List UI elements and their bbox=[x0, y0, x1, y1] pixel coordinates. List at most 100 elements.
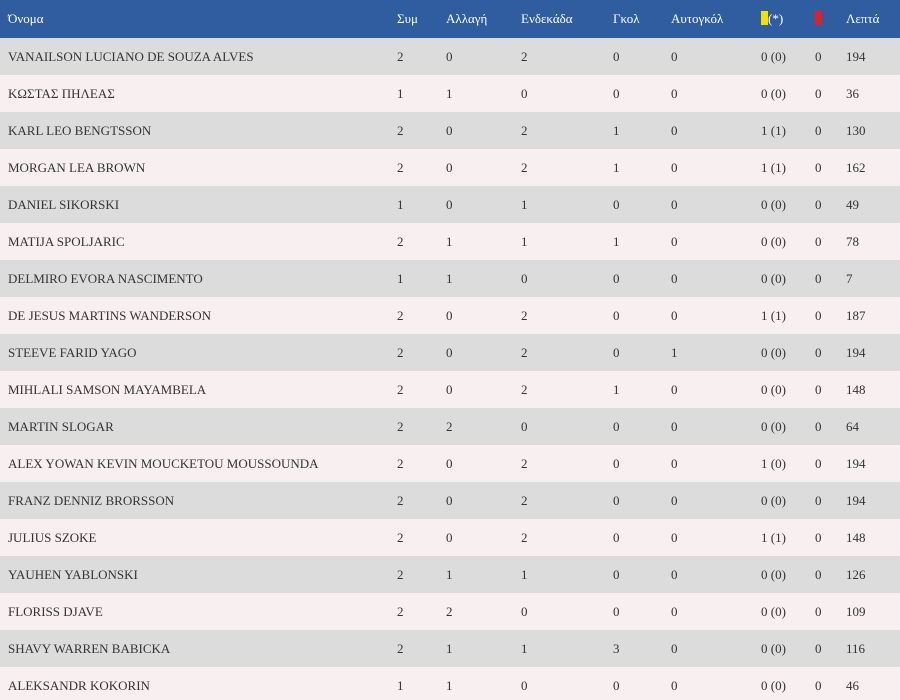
red-cards-cell: 0 bbox=[815, 667, 846, 700]
minutes-cell: 46 bbox=[846, 667, 900, 700]
minutes-cell: 64 bbox=[846, 408, 900, 445]
player-name-cell[interactable]: MIHLALI SAMSON MAYAMBELA bbox=[0, 371, 397, 408]
starting-cell: 1 bbox=[521, 223, 613, 260]
own-goals-cell: 0 bbox=[671, 75, 761, 112]
header-starting[interactable]: Ενδεκάδα bbox=[521, 0, 613, 38]
appearances-cell: 2 bbox=[397, 593, 446, 630]
minutes-cell: 148 bbox=[846, 371, 900, 408]
player-name-cell[interactable]: MATIJA SPOLJARIC bbox=[0, 223, 397, 260]
red-cards-cell: 0 bbox=[815, 38, 846, 75]
red-cards-cell: 0 bbox=[815, 334, 846, 371]
player-name-cell[interactable]: MORGAN LEA BROWN bbox=[0, 149, 397, 186]
yellow-cards-cell: 0 (0) bbox=[761, 260, 815, 297]
player-name-cell[interactable]: VANAILSON LUCIANO DE SOUZA ALVES bbox=[0, 38, 397, 75]
own-goals-cell: 0 bbox=[671, 630, 761, 667]
player-name-cell[interactable]: FRANZ DENNIZ BRORSSON bbox=[0, 482, 397, 519]
header-minutes[interactable]: Λεπτά bbox=[846, 0, 900, 38]
minutes-cell: 162 bbox=[846, 149, 900, 186]
player-name-cell[interactable]: STEEVE FARID YAGO bbox=[0, 334, 397, 371]
yellow-cards-cell: 0 (0) bbox=[761, 482, 815, 519]
own-goals-cell: 0 bbox=[671, 223, 761, 260]
red-cards-cell: 0 bbox=[815, 556, 846, 593]
substitutions-cell: 0 bbox=[446, 149, 521, 186]
minutes-cell: 148 bbox=[846, 519, 900, 556]
substitutions-cell: 1 bbox=[446, 260, 521, 297]
player-name-cell[interactable]: MARTIN SLOGAR bbox=[0, 408, 397, 445]
appearances-cell: 2 bbox=[397, 38, 446, 75]
goals-cell: 0 bbox=[613, 75, 671, 112]
minutes-cell: 109 bbox=[846, 593, 900, 630]
yellow-cards-cell: 1 (1) bbox=[761, 149, 815, 186]
header-goals[interactable]: Γκολ bbox=[613, 0, 671, 38]
substitutions-cell: 0 bbox=[446, 482, 521, 519]
appearances-cell: 2 bbox=[397, 223, 446, 260]
table-row: MATIJA SPOLJARIC 2 1 1 1 0 0 (0) 0 78 bbox=[0, 223, 900, 260]
yellow-cards-cell: 0 (0) bbox=[761, 408, 815, 445]
starting-cell: 0 bbox=[521, 260, 613, 297]
table-row: ALEKSANDR KOKORIN 1 1 0 0 0 0 (0) 0 46 bbox=[0, 667, 900, 700]
yellow-cards-cell: 1 (1) bbox=[761, 297, 815, 334]
starting-cell: 1 bbox=[521, 186, 613, 223]
player-name-cell[interactable]: YAUHEN YABLONSKI bbox=[0, 556, 397, 593]
table-row: DANIEL SIKORSKI 1 0 1 0 0 0 (0) 0 49 bbox=[0, 186, 900, 223]
appearances-cell: 1 bbox=[397, 260, 446, 297]
minutes-cell: 116 bbox=[846, 630, 900, 667]
player-name-cell[interactable]: ΚΩΣΤΑΣ ΠΗΛΕΑΣ bbox=[0, 75, 397, 112]
player-name-cell[interactable]: JULIUS SZOKE bbox=[0, 519, 397, 556]
red-cards-cell: 0 bbox=[815, 519, 846, 556]
goals-cell: 0 bbox=[613, 667, 671, 700]
minutes-cell: 194 bbox=[846, 482, 900, 519]
red-cards-cell: 0 bbox=[815, 445, 846, 482]
starting-cell: 2 bbox=[521, 371, 613, 408]
red-cards-cell: 0 bbox=[815, 482, 846, 519]
header-substitutions[interactable]: Αλλαγή bbox=[446, 0, 521, 38]
appearances-cell: 2 bbox=[397, 630, 446, 667]
player-name-cell[interactable]: SHAVY WARREN BABICKA bbox=[0, 630, 397, 667]
table-row: MARTIN SLOGAR 2 2 0 0 0 0 (0) 0 64 bbox=[0, 408, 900, 445]
yellow-cards-cell: 0 (0) bbox=[761, 223, 815, 260]
player-name-cell[interactable]: DE JESUS MARTINS WANDERSON bbox=[0, 297, 397, 334]
header-yellow-cards[interactable]: (*) bbox=[761, 0, 815, 38]
substitutions-cell: 1 bbox=[446, 556, 521, 593]
player-name-cell[interactable]: ALEKSANDR KOKORIN bbox=[0, 667, 397, 700]
header-name[interactable]: Όνομα bbox=[0, 0, 397, 38]
goals-cell: 0 bbox=[613, 482, 671, 519]
yellow-cards-cell: 1 (1) bbox=[761, 519, 815, 556]
substitutions-cell: 0 bbox=[446, 445, 521, 482]
goals-cell: 3 bbox=[613, 630, 671, 667]
yellow-cards-cell: 0 (0) bbox=[761, 75, 815, 112]
yellow-cards-cell: 0 (0) bbox=[761, 186, 815, 223]
table-row: STEEVE FARID YAGO 2 0 2 0 1 0 (0) 0 194 bbox=[0, 334, 900, 371]
appearances-cell: 2 bbox=[397, 482, 446, 519]
own-goals-cell: 0 bbox=[671, 519, 761, 556]
player-name-cell[interactable]: KARL LEO BENGTSSON bbox=[0, 112, 397, 149]
starting-cell: 2 bbox=[521, 482, 613, 519]
player-name-cell[interactable]: ALEX YOWAN KEVIN MOUCKETOU MOUSSOUNDA bbox=[0, 445, 397, 482]
goals-cell: 1 bbox=[613, 223, 671, 260]
own-goals-cell: 0 bbox=[671, 445, 761, 482]
yellow-cards-cell: 0 (0) bbox=[761, 630, 815, 667]
player-name-cell[interactable]: FLORISS DJAVE bbox=[0, 593, 397, 630]
header-own-goals[interactable]: Αυτογκόλ bbox=[671, 0, 761, 38]
header-yellow-suffix: (*) bbox=[768, 11, 784, 26]
starting-cell: 0 bbox=[521, 408, 613, 445]
goals-cell: 0 bbox=[613, 556, 671, 593]
player-name-cell[interactable]: DANIEL SIKORSKI bbox=[0, 186, 397, 223]
substitutions-cell: 1 bbox=[446, 630, 521, 667]
yellow-cards-cell: 0 (0) bbox=[761, 334, 815, 371]
player-name-cell[interactable]: DELMIRO EVORA NASCIMENTO bbox=[0, 260, 397, 297]
red-cards-cell: 0 bbox=[815, 75, 846, 112]
header-red-cards[interactable] bbox=[815, 0, 846, 38]
goals-cell: 1 bbox=[613, 149, 671, 186]
substitutions-cell: 1 bbox=[446, 667, 521, 700]
red-cards-cell: 0 bbox=[815, 408, 846, 445]
header-appearances[interactable]: Συμ bbox=[397, 0, 446, 38]
goals-cell: 0 bbox=[613, 186, 671, 223]
red-card-icon bbox=[815, 11, 822, 25]
appearances-cell: 2 bbox=[397, 371, 446, 408]
table-row: JULIUS SZOKE 2 0 2 0 0 1 (1) 0 148 bbox=[0, 519, 900, 556]
substitutions-cell: 0 bbox=[446, 38, 521, 75]
starting-cell: 2 bbox=[521, 149, 613, 186]
table-header-row: Όνομα Συμ Αλλαγή Ενδεκάδα Γκολ Αυτογκόλ … bbox=[0, 0, 900, 38]
